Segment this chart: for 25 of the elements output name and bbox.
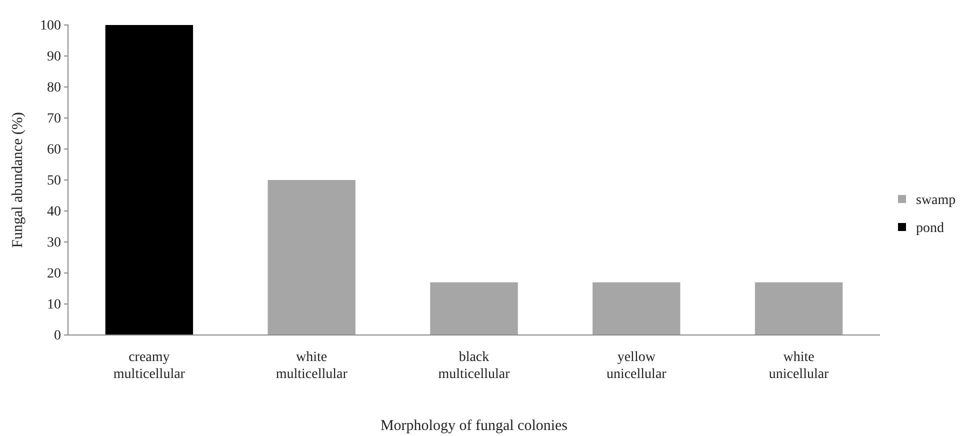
legend-label: swamp xyxy=(916,193,956,208)
y-tick-label: 100 xyxy=(40,18,61,34)
y-tick-label: 80 xyxy=(47,80,61,96)
x-tick-label: creamy multicellular xyxy=(113,350,186,382)
x-tick-label: black multicellular xyxy=(438,350,510,382)
y-tick-label: 40 xyxy=(47,204,61,220)
y-tick-label: 60 xyxy=(47,142,61,158)
bar xyxy=(754,282,843,335)
bar xyxy=(105,25,194,335)
y-tick-label: 90 xyxy=(47,49,61,64)
bar xyxy=(430,282,518,335)
y-axis-title: Fungal abundance (%) xyxy=(10,112,26,248)
x-axis-title: Morphology of fungal colonies xyxy=(380,418,568,434)
y-tick-label: 70 xyxy=(47,111,61,126)
y-tick-label: 50 xyxy=(47,173,61,188)
x-tick-label: white unicellular xyxy=(768,350,830,382)
bar xyxy=(592,282,680,335)
y-tick-label: 20 xyxy=(47,266,61,282)
x-tick-label: white multicellular xyxy=(276,350,348,382)
bar xyxy=(268,180,356,335)
x-tick-label: yellow unicellular xyxy=(606,350,667,382)
y-tick-label: 30 xyxy=(47,235,61,250)
legend-label: pond xyxy=(916,221,944,236)
y-tick-label: 0 xyxy=(54,328,61,344)
y-tick-label: 10 xyxy=(47,297,61,312)
